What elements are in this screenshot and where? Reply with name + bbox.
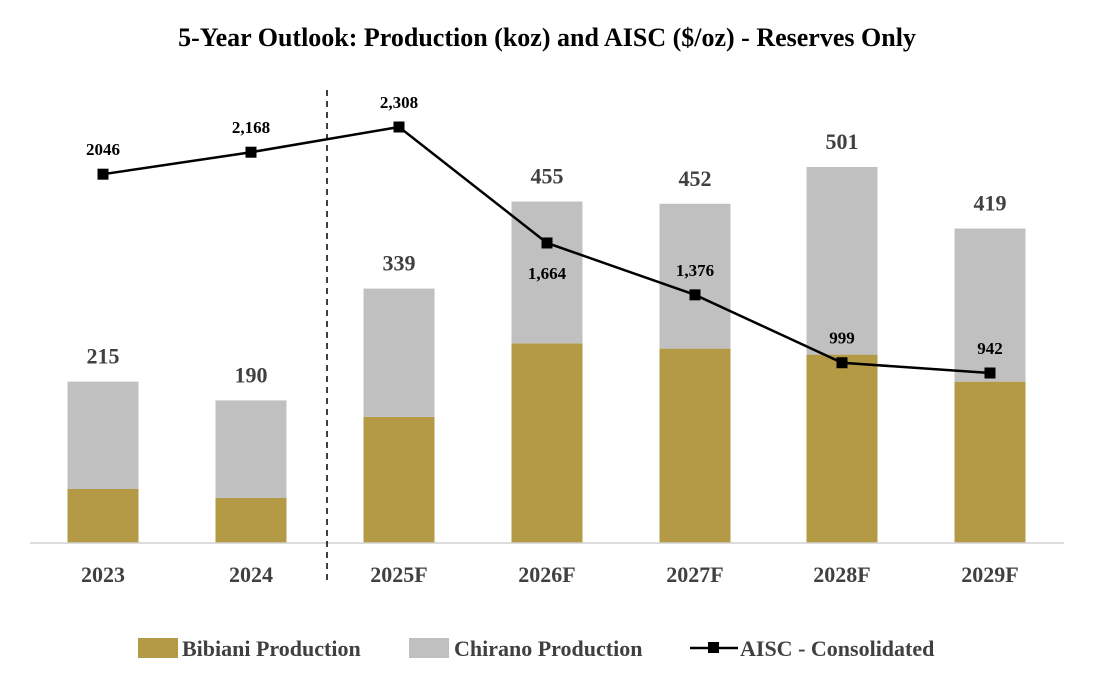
aisc-label-2026F: 1,664	[528, 264, 567, 283]
bar-bibiani-2029F	[954, 381, 1026, 543]
category-label-2027F: 2027F	[666, 562, 723, 587]
aisc-label-2027F: 1,376	[676, 261, 714, 280]
chart-title: 5-Year Outlook: Production (koz) and AIS…	[178, 23, 916, 52]
legend: Bibiani Production Chirano Production AI…	[138, 636, 934, 661]
total-label-2029F: 419	[974, 191, 1007, 216]
bar-bibiani-2027F	[659, 348, 731, 543]
total-label-2023: 215	[87, 344, 120, 369]
aisc-label-2023: 2046	[86, 140, 120, 159]
bar-bibiani-2023	[67, 488, 139, 543]
legend-label-chirano: Chirano Production	[454, 636, 642, 661]
aisc-label-2029F: 942	[977, 339, 1003, 358]
bar-bibiani-2026F	[511, 343, 583, 543]
total-label-2027F: 452	[679, 166, 712, 191]
legend-swatch-chirano	[409, 638, 449, 658]
aisc-marker-2028F	[836, 357, 848, 369]
bar-bibiani-2024	[215, 497, 287, 543]
bar-chirano-2024	[215, 400, 287, 498]
aisc-line-layer: 2046 2,168 2,308 1,664 1,376 999 942	[86, 93, 1003, 379]
category-label-2028F: 2028F	[813, 562, 870, 587]
legend-swatch-bibiani	[138, 638, 178, 658]
bar-chirano-2028F	[806, 167, 878, 355]
legend-label-bibiani: Bibiani Production	[182, 636, 361, 661]
total-label-2025F: 339	[383, 251, 416, 276]
aisc-label-2024: 2,168	[232, 118, 270, 137]
aisc-marker-2027F	[689, 289, 701, 301]
bar-chirano-2025F	[363, 288, 435, 417]
bar-chirano-2027F	[659, 203, 731, 349]
aisc-marker-2029F	[984, 367, 996, 379]
category-label-2025F: 2025F	[370, 562, 427, 587]
category-label-2024: 2024	[229, 562, 273, 587]
aisc-label-2025F: 2,308	[380, 93, 418, 112]
bar-chirano-2029F	[954, 228, 1026, 382]
bars-layer	[67, 167, 1026, 543]
aisc-marker-2026F	[541, 237, 553, 249]
legend-label-aisc: AISC - Consolidated	[740, 636, 934, 661]
aisc-marker-2024	[245, 146, 257, 158]
total-label-2026F: 455	[531, 164, 564, 189]
total-label-2024: 190	[235, 362, 268, 387]
category-label-2029F: 2029F	[961, 562, 1018, 587]
total-label-2028F: 501	[826, 129, 859, 154]
aisc-marker-2023	[97, 168, 109, 180]
labels-layer: 215 2023 190 2024 339 2025F 455 2026F 452 2027F 50…	[81, 129, 1019, 587]
bar-bibiani-2028F	[806, 354, 878, 543]
bar-bibiani-2025F	[363, 416, 435, 543]
aisc-label-2028F: 999	[829, 329, 855, 348]
category-label-2026F: 2026F	[518, 562, 575, 587]
aisc-marker-2025F	[393, 121, 405, 133]
legend-marker-aisc	[708, 642, 719, 653]
category-label-2023: 2023	[81, 562, 125, 587]
bar-chirano-2023	[67, 381, 139, 489]
